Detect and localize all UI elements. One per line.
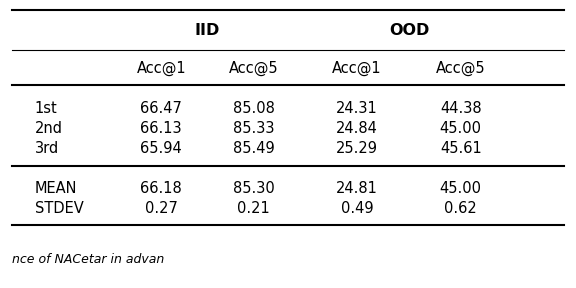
Text: 45.61: 45.61 <box>440 141 482 156</box>
Text: 1st: 1st <box>35 101 57 116</box>
Text: 85.08: 85.08 <box>233 101 274 116</box>
Text: STDEV: STDEV <box>35 201 84 216</box>
Text: 66.47: 66.47 <box>141 101 182 116</box>
Text: Acc@5: Acc@5 <box>229 61 278 76</box>
Text: OOD: OOD <box>389 23 429 38</box>
Text: 66.18: 66.18 <box>141 181 182 196</box>
Text: 0.21: 0.21 <box>237 201 270 216</box>
Text: MEAN: MEAN <box>35 181 77 196</box>
Text: 24.81: 24.81 <box>336 181 378 196</box>
Text: 25.29: 25.29 <box>336 141 378 156</box>
Text: 85.33: 85.33 <box>233 121 274 136</box>
Text: 45.00: 45.00 <box>440 181 482 196</box>
Text: 24.31: 24.31 <box>336 101 378 116</box>
Text: nce of NACetar in advan: nce of NACetar in advan <box>12 253 164 266</box>
Text: 0.49: 0.49 <box>341 201 373 216</box>
Text: 2nd: 2nd <box>35 121 63 136</box>
Text: 0.27: 0.27 <box>145 201 178 216</box>
Text: 0.62: 0.62 <box>445 201 477 216</box>
Text: 44.38: 44.38 <box>440 101 482 116</box>
Text: 65.94: 65.94 <box>141 141 182 156</box>
Text: 66.13: 66.13 <box>141 121 182 136</box>
Text: Acc@5: Acc@5 <box>436 61 486 76</box>
Text: 85.30: 85.30 <box>233 181 274 196</box>
Text: 3rd: 3rd <box>35 141 59 156</box>
Text: Acc@1: Acc@1 <box>332 61 382 76</box>
Text: 24.84: 24.84 <box>336 121 378 136</box>
Text: 45.00: 45.00 <box>440 121 482 136</box>
Text: 85.49: 85.49 <box>233 141 274 156</box>
Text: Acc@1: Acc@1 <box>137 61 186 76</box>
Text: IID: IID <box>195 23 220 38</box>
